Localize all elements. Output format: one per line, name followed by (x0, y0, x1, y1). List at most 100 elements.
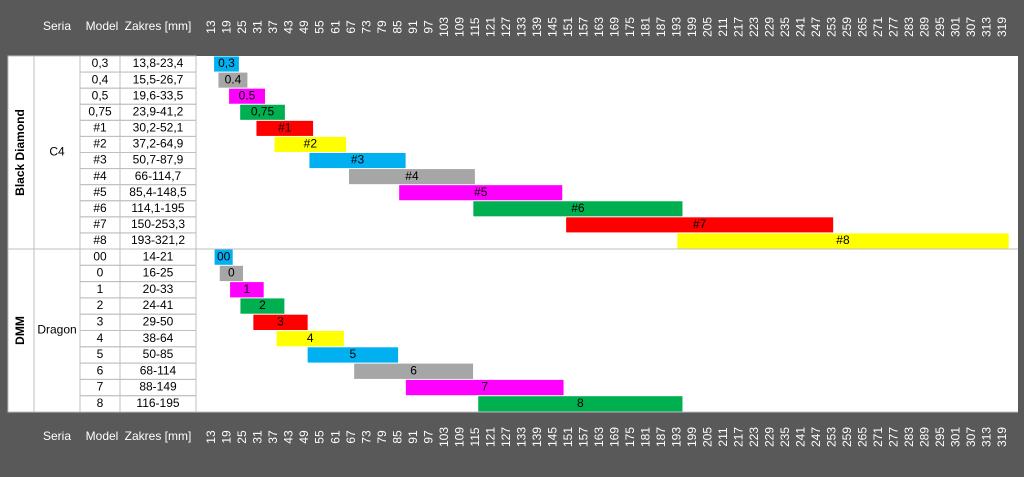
model: 3 (97, 315, 104, 329)
x-tick-label: 103 (437, 427, 451, 447)
x-tick-label: 169 (607, 427, 621, 447)
range: 38-64 (143, 331, 174, 345)
range: 30,2-52,1 (133, 121, 184, 135)
x-tick-label: 247 (809, 17, 823, 37)
range: 19,6-33,5 (133, 88, 184, 102)
x-tick-label: 31 (251, 20, 265, 34)
x-tick-label: 49 (297, 20, 311, 34)
range-bar (218, 72, 248, 88)
x-tick-label: 37 (266, 430, 280, 444)
model: #7 (93, 217, 107, 231)
x-tick-label: 301 (949, 17, 963, 37)
x-tick-label: 187 (654, 17, 668, 37)
x-tick-label: 13 (204, 20, 218, 34)
x-tick-label: 289 (918, 17, 932, 37)
range-bar (566, 217, 834, 233)
x-tick-label: 25 (235, 20, 249, 34)
model: #2 (93, 137, 107, 151)
bar-label: 8 (577, 396, 584, 410)
model: 1 (97, 282, 104, 296)
x-tick-label: 217 (732, 427, 746, 447)
bar-label: 0,75 (251, 104, 275, 118)
x-tick-label: 253 (825, 17, 839, 37)
x-tick-label: 79 (375, 430, 389, 444)
x-tick-label: 253 (825, 427, 839, 447)
range-bar (214, 56, 239, 72)
x-tick-label: 157 (576, 17, 590, 37)
line-name: Dragon (37, 323, 76, 337)
range-bar (307, 347, 399, 363)
x-tick-label: 109 (452, 17, 466, 37)
bar-label: #7 (693, 217, 707, 231)
bar-label: 4 (307, 331, 314, 345)
footer-series: Seria (43, 429, 71, 443)
bar-label: #6 (571, 201, 585, 215)
range: 29-50 (143, 315, 174, 329)
model: #8 (93, 233, 107, 247)
x-tick-label: 67 (344, 430, 358, 444)
x-tick-label: 199 (685, 427, 699, 447)
range-bar (214, 249, 233, 265)
range-cell (119, 395, 197, 413)
x-tick-label: 283 (902, 427, 916, 447)
range-bar (229, 88, 265, 104)
bar-label: 7 (481, 380, 488, 394)
range-bar (230, 282, 264, 298)
range: 16-25 (143, 266, 174, 280)
model: #4 (93, 169, 107, 183)
x-tick-label: 43 (282, 20, 296, 34)
range-bar (253, 314, 308, 330)
x-tick-label: 241 (794, 427, 808, 447)
range-bar (473, 201, 683, 217)
x-tick-label: 151 (561, 17, 575, 37)
x-tick-label: 103 (437, 17, 451, 37)
x-tick-label: 79 (375, 20, 389, 34)
range: 116-195 (136, 396, 179, 410)
range: 14-21 (143, 249, 174, 263)
range: 88-149 (139, 380, 177, 394)
bar-label: #8 (836, 233, 850, 247)
range-bar (219, 265, 244, 282)
range-bar (677, 233, 1009, 249)
bar-label: 00 (217, 249, 231, 263)
x-tick-label: 85 (390, 20, 404, 34)
x-tick-label: 97 (421, 430, 435, 444)
model: #6 (93, 201, 107, 215)
x-tick-label: 61 (328, 20, 342, 34)
x-tick-label: 73 (359, 20, 373, 34)
bar-label: 0.5 (239, 88, 256, 102)
range: 50,7-87,9 (133, 153, 184, 167)
x-tick-label: 283 (902, 17, 916, 37)
x-tick-label: 151 (561, 427, 575, 447)
bar-label: 0 (228, 266, 235, 280)
header-model: Model (86, 19, 119, 33)
x-tick-label: 313 (980, 17, 994, 37)
footer-range: Zakres [mm] (125, 429, 192, 443)
bar-label: #4 (405, 169, 419, 183)
bar-label: #5 (474, 185, 488, 199)
x-tick-label: 235 (778, 427, 792, 447)
x-tick-label: 223 (747, 427, 761, 447)
x-tick-label: 67 (344, 20, 358, 34)
x-tick-label: 55 (313, 430, 327, 444)
range-bar (478, 396, 683, 412)
x-tick-label: 145 (545, 17, 559, 37)
x-tick-label: 169 (607, 17, 621, 37)
model: 4 (97, 331, 104, 345)
x-tick-label: 205 (700, 17, 714, 37)
header-series: Seria (43, 19, 71, 33)
x-tick-label: 229 (763, 427, 777, 447)
range: 24-41 (143, 298, 174, 312)
x-tick-label: 295 (933, 17, 947, 37)
model: 2 (97, 298, 104, 312)
x-tick-label: 157 (576, 427, 590, 447)
range: 150-253,3 (131, 217, 185, 231)
bar-label: 2 (259, 298, 266, 312)
x-tick-label: 277 (887, 17, 901, 37)
range: 193-321,2 (131, 233, 185, 247)
x-tick-label: 307 (964, 427, 978, 447)
x-tick-label: 61 (328, 430, 342, 444)
x-tick-label: 127 (499, 17, 513, 37)
x-tick-label: 181 (638, 17, 652, 37)
